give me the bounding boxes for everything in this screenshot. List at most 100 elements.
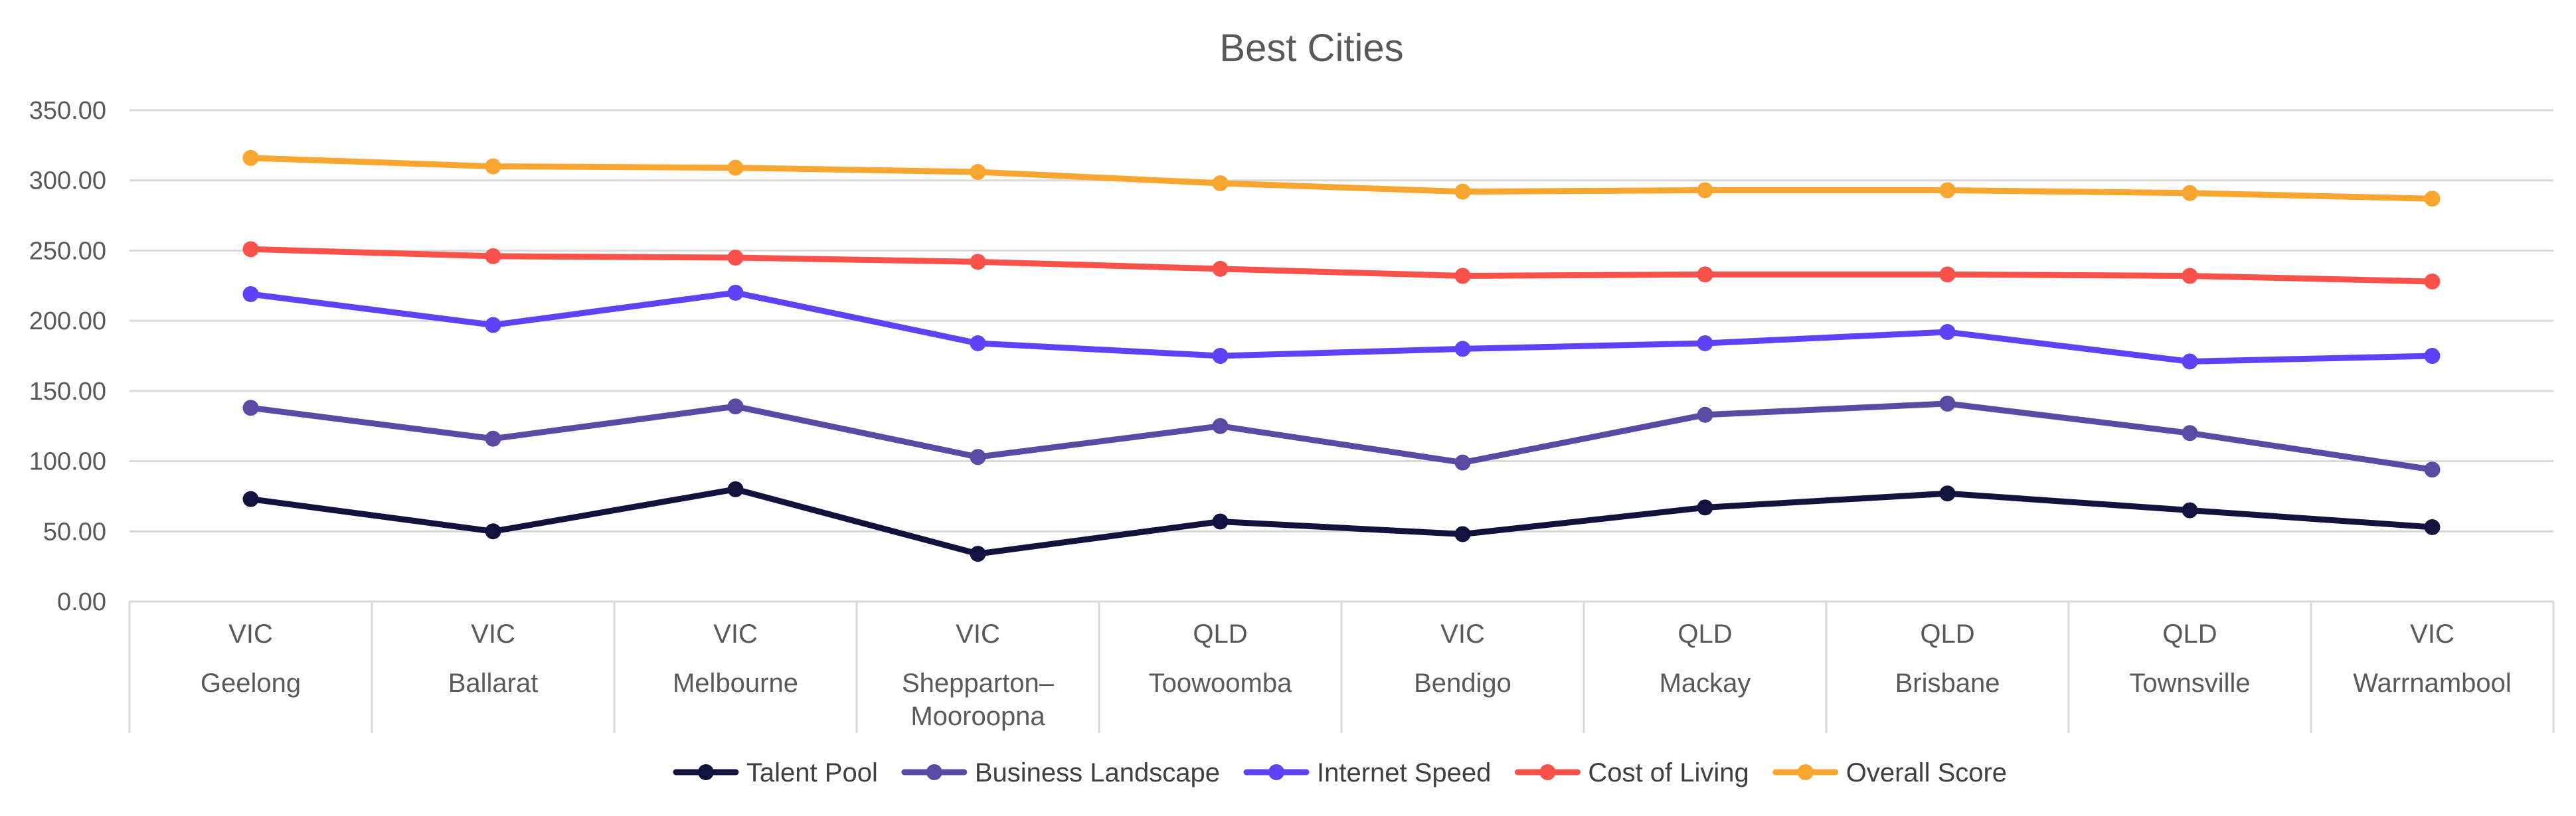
x-tick-state: QLD [1677, 619, 1732, 649]
series-line [248, 155, 2435, 202]
legend-swatch-marker [697, 764, 714, 780]
data-point [1454, 341, 1471, 357]
data-point [1697, 182, 1713, 199]
x-tick-state: QLD [2162, 619, 2217, 649]
chart-title: Best Cities [1219, 27, 1403, 70]
series-business-landscape [242, 395, 2441, 478]
data-point [485, 523, 501, 540]
data-point [1697, 499, 1713, 516]
data-point [1454, 526, 1471, 542]
legend-item: Overall Score [1772, 758, 2007, 787]
data-point [485, 248, 501, 264]
x-tick-city: Melbourne [673, 669, 798, 698]
data-point [970, 546, 986, 562]
data-point [2182, 502, 2198, 519]
data-point [1939, 266, 1956, 283]
x-tick-state: VIC [713, 619, 758, 649]
data-point [727, 284, 744, 301]
series-line [248, 246, 2435, 285]
data-point [1212, 348, 1229, 364]
x-axis: VIC Geelong VIC Ballarat VIC Melbourne VIC Shep… [128, 602, 2555, 733]
data-point [2424, 519, 2441, 535]
legend-item: Talent Pool [673, 758, 878, 787]
data-point [1939, 485, 1956, 502]
data-point [1454, 268, 1471, 284]
data-point [242, 400, 259, 416]
x-tick-state: QLD [1920, 619, 1974, 649]
legend-item: Internet Speed [1243, 758, 1491, 787]
x-tick-state: VIC [1440, 619, 1485, 649]
data-point [485, 158, 501, 175]
data-point [727, 250, 744, 266]
data-point [1939, 182, 1956, 199]
x-tick-city: Shepparton– [902, 669, 1055, 698]
data-point [1212, 513, 1229, 530]
legend-label: Cost of Living [1588, 758, 1749, 787]
data-point [727, 481, 744, 497]
x-tick-city: Townsville [2129, 669, 2250, 698]
legend-label: Internet Speed [1317, 758, 1491, 787]
x-tick-city: Ballarat [448, 669, 539, 698]
data-point [2424, 191, 2441, 207]
data-point [242, 286, 259, 302]
x-tick-city: Brisbane [1895, 669, 2000, 698]
data-point [2182, 425, 2198, 442]
y-tick-label: 50.00 [43, 518, 106, 546]
y-tick-label: 200.00 [29, 307, 106, 335]
data-point [2182, 268, 2198, 284]
legend-swatch-marker [1797, 764, 1814, 780]
y-axis-ticks: 0.00 50.00 100.00 150.00 200.00 250.00 300.00 3… [29, 97, 106, 616]
x-tick-city: Toowoomba [1149, 669, 1292, 698]
x-tick-city: Mackay [1660, 669, 1751, 698]
legend-swatch-marker [926, 764, 942, 780]
data-point [1212, 260, 1229, 277]
x-tick-state: VIC [228, 619, 273, 649]
data-point [242, 491, 259, 507]
y-tick-label: 350.00 [29, 97, 106, 125]
data-point [2424, 273, 2441, 289]
data-point [1212, 175, 1229, 191]
data-point [1697, 266, 1713, 283]
legend-item: Cost of Living [1514, 758, 1749, 787]
x-tick-state: QLD [1193, 619, 1247, 649]
x-tick-city: Bendigo [1414, 669, 1511, 698]
x-tick-city: Geelong [201, 669, 301, 698]
series-cost-of-living [242, 241, 2441, 289]
data-point [242, 149, 259, 166]
data-point [242, 241, 259, 258]
y-tick-label: 150.00 [29, 378, 106, 406]
x-tick-city: Warrnambool [2353, 669, 2512, 698]
legend: Talent Pool Business Landscape Internet Sp… [673, 758, 2007, 787]
data-point [970, 449, 986, 465]
legend-item: Business Landscape [901, 758, 1220, 787]
legend-label: Talent Pool [746, 758, 878, 787]
series-internet-speed [242, 284, 2441, 370]
series-talent-pool [242, 481, 2441, 562]
data-point [1939, 395, 1956, 412]
x-tick-city: Mooroopna [910, 702, 1045, 731]
data-point [1697, 335, 1713, 351]
series-line [248, 289, 2435, 365]
data-point [2424, 348, 2441, 364]
data-point [1212, 418, 1229, 434]
x-tick-state: VIC [956, 619, 1000, 649]
data-point [970, 164, 986, 181]
y-tick-label: 0.00 [57, 588, 106, 616]
y-tick-label: 250.00 [29, 237, 106, 265]
x-tick-state: VIC [2410, 619, 2454, 649]
data-point [2182, 353, 2198, 370]
data-point [1939, 324, 1956, 341]
data-point [485, 317, 501, 333]
series-line [248, 486, 2435, 557]
data-point [727, 159, 744, 176]
data-point [2424, 461, 2441, 478]
y-tick-label: 100.00 [29, 448, 106, 476]
data-point [485, 430, 501, 447]
y-tick-label: 300.00 [29, 167, 106, 195]
series-overall-score [242, 149, 2441, 207]
data-point [1454, 454, 1471, 471]
data-point [1454, 183, 1471, 200]
data-point [2182, 185, 2198, 201]
